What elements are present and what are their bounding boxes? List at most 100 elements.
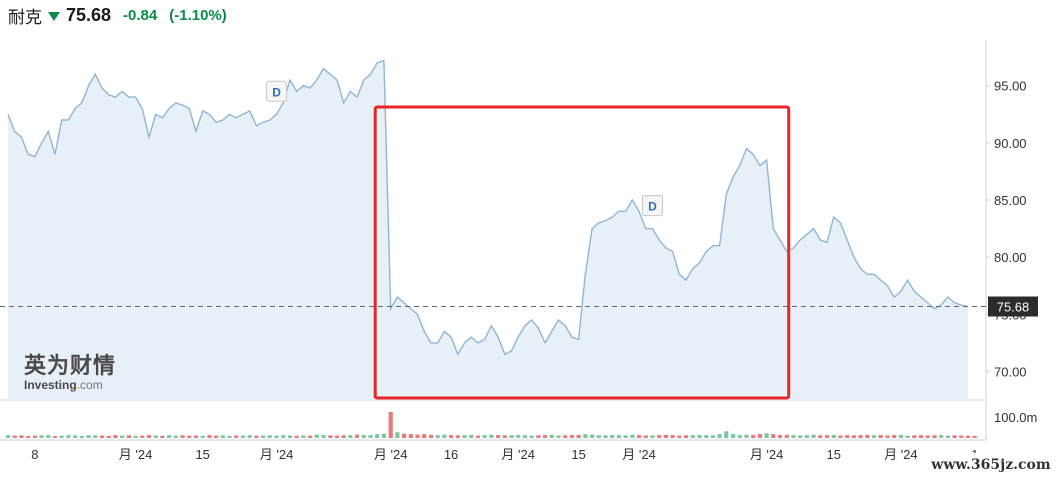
x-tick-label: 15 xyxy=(826,447,840,462)
volume-bar xyxy=(261,435,266,438)
volume-bar xyxy=(167,435,172,438)
logo-english-text: Investing.com xyxy=(24,378,116,392)
volume-bar xyxy=(120,435,125,438)
volume-bar xyxy=(207,435,212,438)
volume-bar xyxy=(355,434,360,438)
volume-bar xyxy=(824,435,830,438)
volume-bar xyxy=(549,434,554,438)
dividend-marker-label: D xyxy=(648,200,657,214)
x-tick-label: 月 '24 xyxy=(501,447,535,462)
volume-bar xyxy=(576,434,581,438)
volume-bar xyxy=(777,435,783,438)
volume-bar xyxy=(402,433,407,438)
dividend-marker-label: D xyxy=(272,85,281,99)
volume-bar xyxy=(959,435,964,438)
stock-name: 耐克 xyxy=(8,7,42,27)
y-tick-label: 85.00 xyxy=(994,193,1027,208)
volume-bar xyxy=(99,435,105,438)
volume-bar xyxy=(684,435,689,438)
volume-bar xyxy=(563,435,568,438)
down-arrow-icon xyxy=(48,11,60,21)
volume-bar xyxy=(254,435,259,438)
volume-bar xyxy=(851,435,856,438)
volume-bar xyxy=(831,434,836,438)
x-tick-label: 月 '24 xyxy=(374,447,408,462)
volume-bar xyxy=(328,435,333,438)
volume-bar xyxy=(496,435,501,438)
volume-bar xyxy=(193,435,199,438)
x-tick-label: 月 '24 xyxy=(622,447,656,462)
volume-bar xyxy=(469,434,474,438)
volume-bar xyxy=(140,435,145,438)
volume-bar xyxy=(912,435,917,438)
volume-bar xyxy=(26,435,31,438)
volume-bar xyxy=(381,433,387,438)
investing-logo: 英为财情 Investing.com xyxy=(24,348,116,392)
volume-bar xyxy=(590,434,595,438)
x-tick-label: 月 '24 xyxy=(750,447,784,462)
x-tick-label: 8 xyxy=(31,447,38,462)
volume-bar xyxy=(892,435,897,438)
x-tick-label: 月 '24 xyxy=(884,447,918,462)
volume-bar xyxy=(79,435,84,438)
volume-bar xyxy=(717,434,722,438)
stock-price: 75.68 xyxy=(66,4,112,25)
volume-bar xyxy=(509,435,514,438)
volume-bar xyxy=(153,435,158,438)
volume-bar xyxy=(603,435,608,438)
volume-bar xyxy=(234,435,239,438)
volume-bar xyxy=(932,435,937,438)
volume-bar xyxy=(93,435,98,438)
volume-bar xyxy=(670,435,675,438)
x-tick-label: 15 xyxy=(195,447,209,462)
volume-bar xyxy=(643,435,648,438)
volume-bar xyxy=(475,435,480,438)
volume-bar xyxy=(12,435,17,438)
volume-bar xyxy=(160,435,165,438)
current-price-tag xyxy=(988,296,1038,317)
volume-bar xyxy=(341,435,346,438)
volume-bar xyxy=(804,435,809,438)
volume-bar xyxy=(428,434,434,438)
volume-bar xyxy=(187,435,192,438)
volume-bar xyxy=(798,435,803,438)
volume-bar xyxy=(19,435,24,438)
volume-bar xyxy=(818,435,823,438)
price-line xyxy=(7,59,969,356)
volume-bar xyxy=(596,435,601,438)
logo-en-com: com xyxy=(80,378,103,392)
volume-bar xyxy=(898,434,903,438)
volume-bar xyxy=(247,435,252,438)
volume-bar xyxy=(905,435,910,438)
volume-bar xyxy=(368,435,373,438)
volume-bar xyxy=(173,435,178,438)
volume-bar xyxy=(677,435,682,438)
volume-bar xyxy=(146,435,152,438)
volume-bar xyxy=(764,433,769,438)
x-tick-label: 16 xyxy=(444,447,458,462)
volume-bar xyxy=(113,435,118,438)
volume-bar xyxy=(690,435,695,438)
volume-bar xyxy=(657,435,662,438)
volume-bar xyxy=(529,435,534,438)
volume-bar xyxy=(972,435,977,438)
volume-bar xyxy=(784,434,789,438)
current-price-label: 75.68 xyxy=(997,300,1030,315)
volume-bar xyxy=(274,435,279,438)
volume-bar xyxy=(952,435,957,438)
price-area-fill xyxy=(8,60,968,400)
volume-bar xyxy=(334,435,340,438)
volume-bar xyxy=(240,435,246,438)
volume-bar xyxy=(838,435,843,438)
volume-bar xyxy=(442,434,447,438)
logo-en-main: Investing xyxy=(24,378,77,392)
volume-bar xyxy=(731,434,736,438)
volume-bar xyxy=(637,435,642,438)
x-tick-label: 月 '24 xyxy=(119,447,153,462)
volume-bar xyxy=(66,435,71,438)
price-change-percent: (-1.10%) xyxy=(169,6,227,24)
volume-bar xyxy=(422,434,427,438)
volume-bar xyxy=(106,435,111,438)
volume-bar xyxy=(811,434,816,438)
